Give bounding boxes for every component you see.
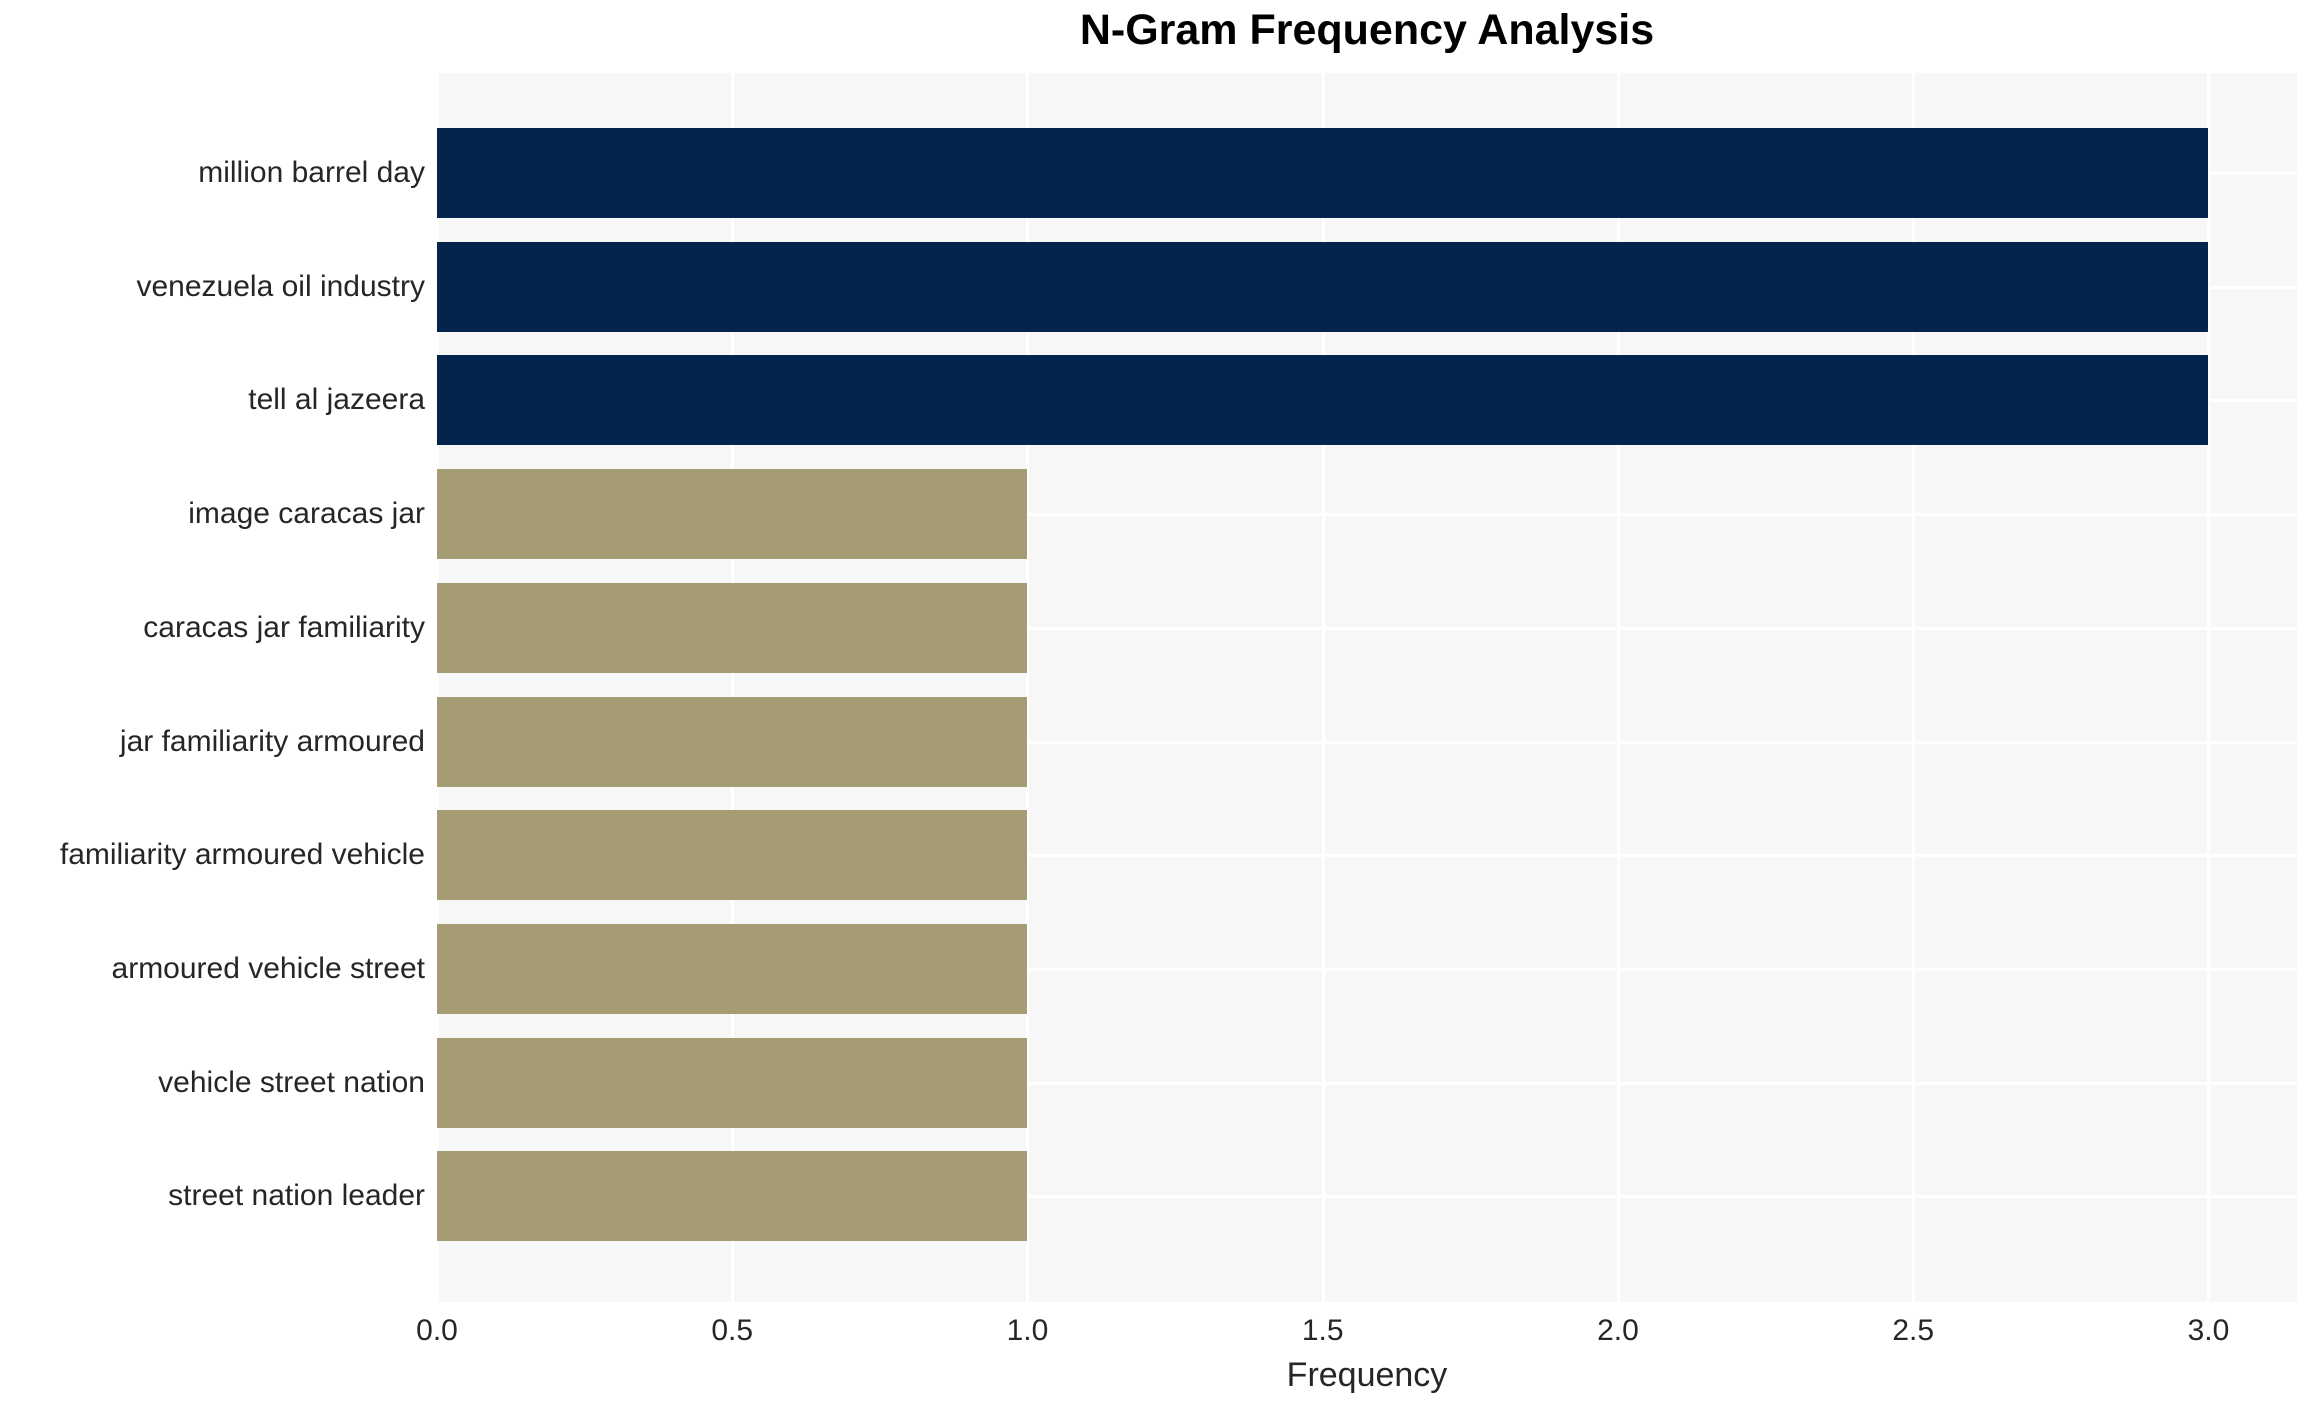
grid-line-y — [437, 626, 2297, 630]
bar — [437, 241, 2209, 332]
grid-line-y — [437, 740, 2297, 744]
y-category-label: street nation leader — [168, 1179, 425, 1213]
grid-line-y — [437, 1081, 2297, 1085]
x-tick-label: 0.5 — [711, 1314, 754, 1347]
y-category-label: armoured vehicle street — [111, 951, 425, 985]
grid-line-y — [437, 1195, 2297, 1199]
grid-line-x — [2207, 73, 2211, 1302]
y-category-label: image caracas jar — [188, 497, 425, 531]
y-category-label: tell al jazeera — [248, 383, 425, 417]
y-category-label: familiarity armoured vehicle — [59, 838, 425, 872]
x-tick-label: 1.5 — [1301, 1314, 1344, 1347]
grid-line-y — [437, 513, 2297, 517]
grid-line-x — [1912, 73, 1916, 1302]
x-tick-label: 2.0 — [1597, 1314, 1639, 1347]
bar — [437, 582, 1028, 673]
grid-line-x — [1616, 73, 1620, 1302]
bar — [437, 1151, 1028, 1242]
grid-line-x — [1026, 73, 1030, 1302]
grid-line-x — [1321, 73, 1325, 1302]
grid-line-y — [437, 967, 2297, 971]
bar — [437, 1037, 1028, 1128]
grid-line-y — [437, 854, 2297, 858]
bar — [437, 696, 1028, 787]
y-category-label: vehicle street nation — [158, 1065, 425, 1099]
x-tick-label: 0.0 — [416, 1314, 458, 1347]
x-tick-label: 3.0 — [2187, 1314, 2230, 1347]
bar — [437, 355, 2209, 446]
bar — [437, 810, 1028, 901]
y-category-label: jar familiarity armoured — [119, 724, 425, 758]
bar — [437, 128, 2209, 218]
grid-line-x — [731, 73, 735, 1302]
bar — [437, 469, 1028, 560]
y-category-label: venezuela oil industry — [136, 269, 425, 303]
y-category-label: million barrel day — [198, 156, 425, 189]
plot-area — [436, 73, 2297, 1302]
x-tick-label: 2.5 — [1892, 1314, 1935, 1347]
chart-title: N-Gram Frequency Analysis — [1079, 6, 1655, 54]
y-category-label: caracas jar familiarity — [143, 610, 425, 644]
grid-line-x — [436, 73, 439, 1302]
bar — [437, 923, 1028, 1014]
x-tick-label: 1.0 — [1006, 1314, 1049, 1347]
x-axis-title: Frequency — [1286, 1356, 1448, 1394]
